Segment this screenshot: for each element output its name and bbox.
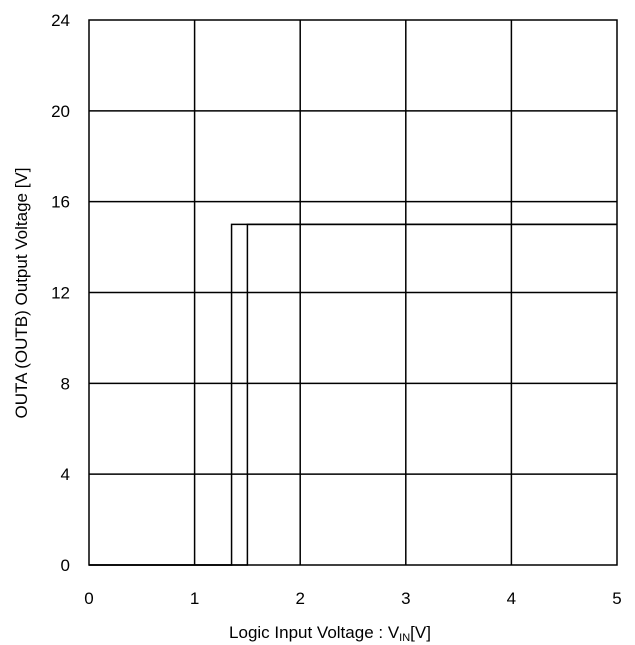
x-tick-labels: 0 1 2 3 4 5 xyxy=(84,589,621,608)
x-axis-title-subscript: IN xyxy=(399,632,410,644)
y-tick-label-1: 4 xyxy=(61,465,70,484)
y-tick-label-5: 20 xyxy=(51,102,70,121)
y-tick-labels: 0 4 8 12 16 20 24 xyxy=(51,11,70,575)
x-tick-label-0: 0 xyxy=(84,589,93,608)
x-axis-title: Logic Input Voltage : VIN[V] xyxy=(229,623,431,644)
y-tick-label-0: 0 xyxy=(61,556,70,575)
y-tick-label-6: 24 xyxy=(51,11,70,30)
y-tick-label-4: 16 xyxy=(51,193,70,212)
y-tick-label-2: 8 xyxy=(61,374,70,393)
x-tick-label-2: 2 xyxy=(295,589,304,608)
y-axis-title: OUTA (OUTB) Output Voltage [V] xyxy=(12,168,31,419)
x-tick-label-1: 1 xyxy=(190,589,199,608)
x-tick-label-3: 3 xyxy=(401,589,410,608)
x-tick-label-4: 4 xyxy=(507,589,516,608)
y-tick-label-3: 12 xyxy=(51,284,70,303)
x-axis-title-prefix: Logic Input Voltage : V xyxy=(229,623,400,642)
x-axis-title-suffix: [V] xyxy=(410,623,431,642)
x-tick-label-5: 5 xyxy=(612,589,621,608)
plot-frame xyxy=(88,19,618,566)
plot-frame-layer xyxy=(88,19,618,566)
grid-layer xyxy=(89,20,617,565)
